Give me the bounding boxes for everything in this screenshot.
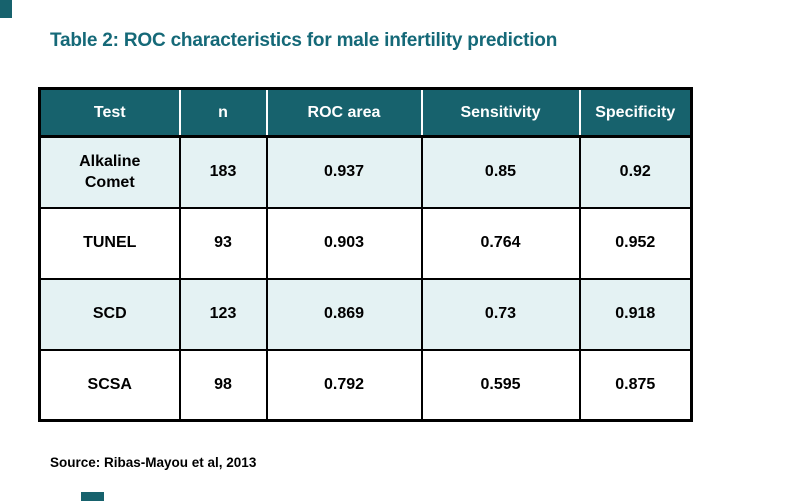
cell-test: SCSA [38,348,181,422]
table-row-scsa: SCSA 98 0.792 0.595 0.875 [38,348,693,422]
cell-sensitivity: 0.73 [420,277,581,351]
cell-test: TUNEL [38,206,181,280]
cell-test: SCD [38,277,181,351]
table-row-tunel: TUNEL 93 0.903 0.764 0.952 [38,206,693,280]
cell-test: Alkaline Comet [38,135,181,209]
column-header-roc-area: ROC area [265,87,423,138]
roc-table: Test n ROC area Sensitivity Specificity … [38,87,693,422]
column-header-n: n [178,87,268,138]
top-left-accent-bar [0,0,12,18]
cell-specificity: 0.92 [578,135,693,209]
header-row: Test n ROC area Sensitivity Specificity [38,87,693,138]
cell-roc-area: 0.792 [265,348,423,422]
column-header-specificity: Specificity [578,87,693,138]
column-header-test: Test [38,87,181,138]
cell-specificity: 0.952 [578,206,693,280]
cell-specificity: 0.918 [578,277,693,351]
cell-roc-area: 0.869 [265,277,423,351]
cell-sensitivity: 0.85 [420,135,581,209]
source-citation: Source: Ribas-Mayou et al, 2013 [50,455,257,470]
cell-roc-area: 0.937 [265,135,423,209]
cell-n: 93 [178,206,268,280]
cell-n: 98 [178,348,268,422]
cell-sensitivity: 0.595 [420,348,581,422]
cell-specificity: 0.875 [578,348,693,422]
cell-roc-area: 0.903 [265,206,423,280]
table-row-alkaline-comet: Alkaline Comet 183 0.937 0.85 0.92 [38,135,693,209]
table-title: Table 2: ROC characteristics for male in… [50,30,558,51]
cell-n: 183 [178,135,268,209]
table-row-scd: SCD 123 0.869 0.73 0.918 [38,277,693,351]
column-header-sensitivity: Sensitivity [420,87,581,138]
cell-n: 123 [178,277,268,351]
cell-sensitivity: 0.764 [420,206,581,280]
bottom-accent-bar [81,492,104,501]
